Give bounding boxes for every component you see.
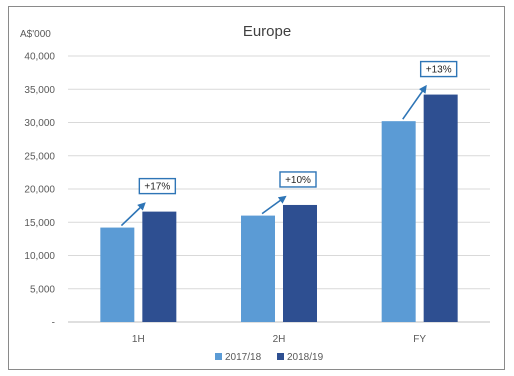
growth-label: +10%: [285, 175, 311, 186]
growth-label-box: [279, 171, 317, 188]
y-tick-label: 10,000: [24, 251, 55, 262]
growth-label-box: [419, 60, 458, 78]
annotations: +17% +10% +13%: [120, 60, 458, 227]
bars: [100, 94, 458, 322]
bar-2018-19: [142, 211, 177, 322]
legend-swatch: [277, 353, 284, 360]
y-tick-label: 40,000: [24, 52, 55, 63]
growth-arrow: [120, 202, 146, 227]
y-tick-label: 20,000: [24, 185, 55, 196]
y-axis-ticks: - 5,000 10,000 15,000 20,000 25,000 30,000 35,0…: [24, 52, 55, 329]
x-axis-ticks: 1H 2H FY: [132, 334, 426, 345]
legend: 2017/18 2018/19: [215, 352, 324, 363]
y-tick-label: 5,000: [30, 284, 55, 295]
growth-label: +13%: [426, 65, 452, 76]
growth-arrow: [261, 195, 287, 215]
legend-label: 2018/19: [287, 352, 324, 363]
y-tick-label: -: [52, 318, 55, 329]
y-tick-label: 30,000: [24, 118, 55, 129]
bar-2017-18: [381, 121, 416, 322]
bar-2018-19: [423, 94, 458, 322]
growth-arrow: [402, 84, 427, 120]
growth-label: +17%: [144, 182, 170, 193]
bar-2017-18: [241, 215, 275, 322]
legend-label: 2017/18: [225, 352, 262, 363]
x-tick-label: 1H: [132, 334, 145, 345]
y-tick-label: 15,000: [24, 218, 55, 229]
chart-title: Europe: [243, 23, 291, 40]
legend-swatch: [215, 353, 222, 360]
growth-label-box: [138, 177, 177, 195]
bar-2017-18: [100, 227, 135, 322]
bar-2018-19: [283, 204, 317, 322]
unit-label: A$'000: [20, 29, 51, 40]
y-tick-label: 35,000: [24, 85, 55, 96]
x-tick-label: 2H: [273, 334, 286, 345]
y-tick-label: 25,000: [24, 151, 55, 162]
x-tick-label: FY: [413, 334, 426, 345]
gridlines: [68, 55, 490, 323]
